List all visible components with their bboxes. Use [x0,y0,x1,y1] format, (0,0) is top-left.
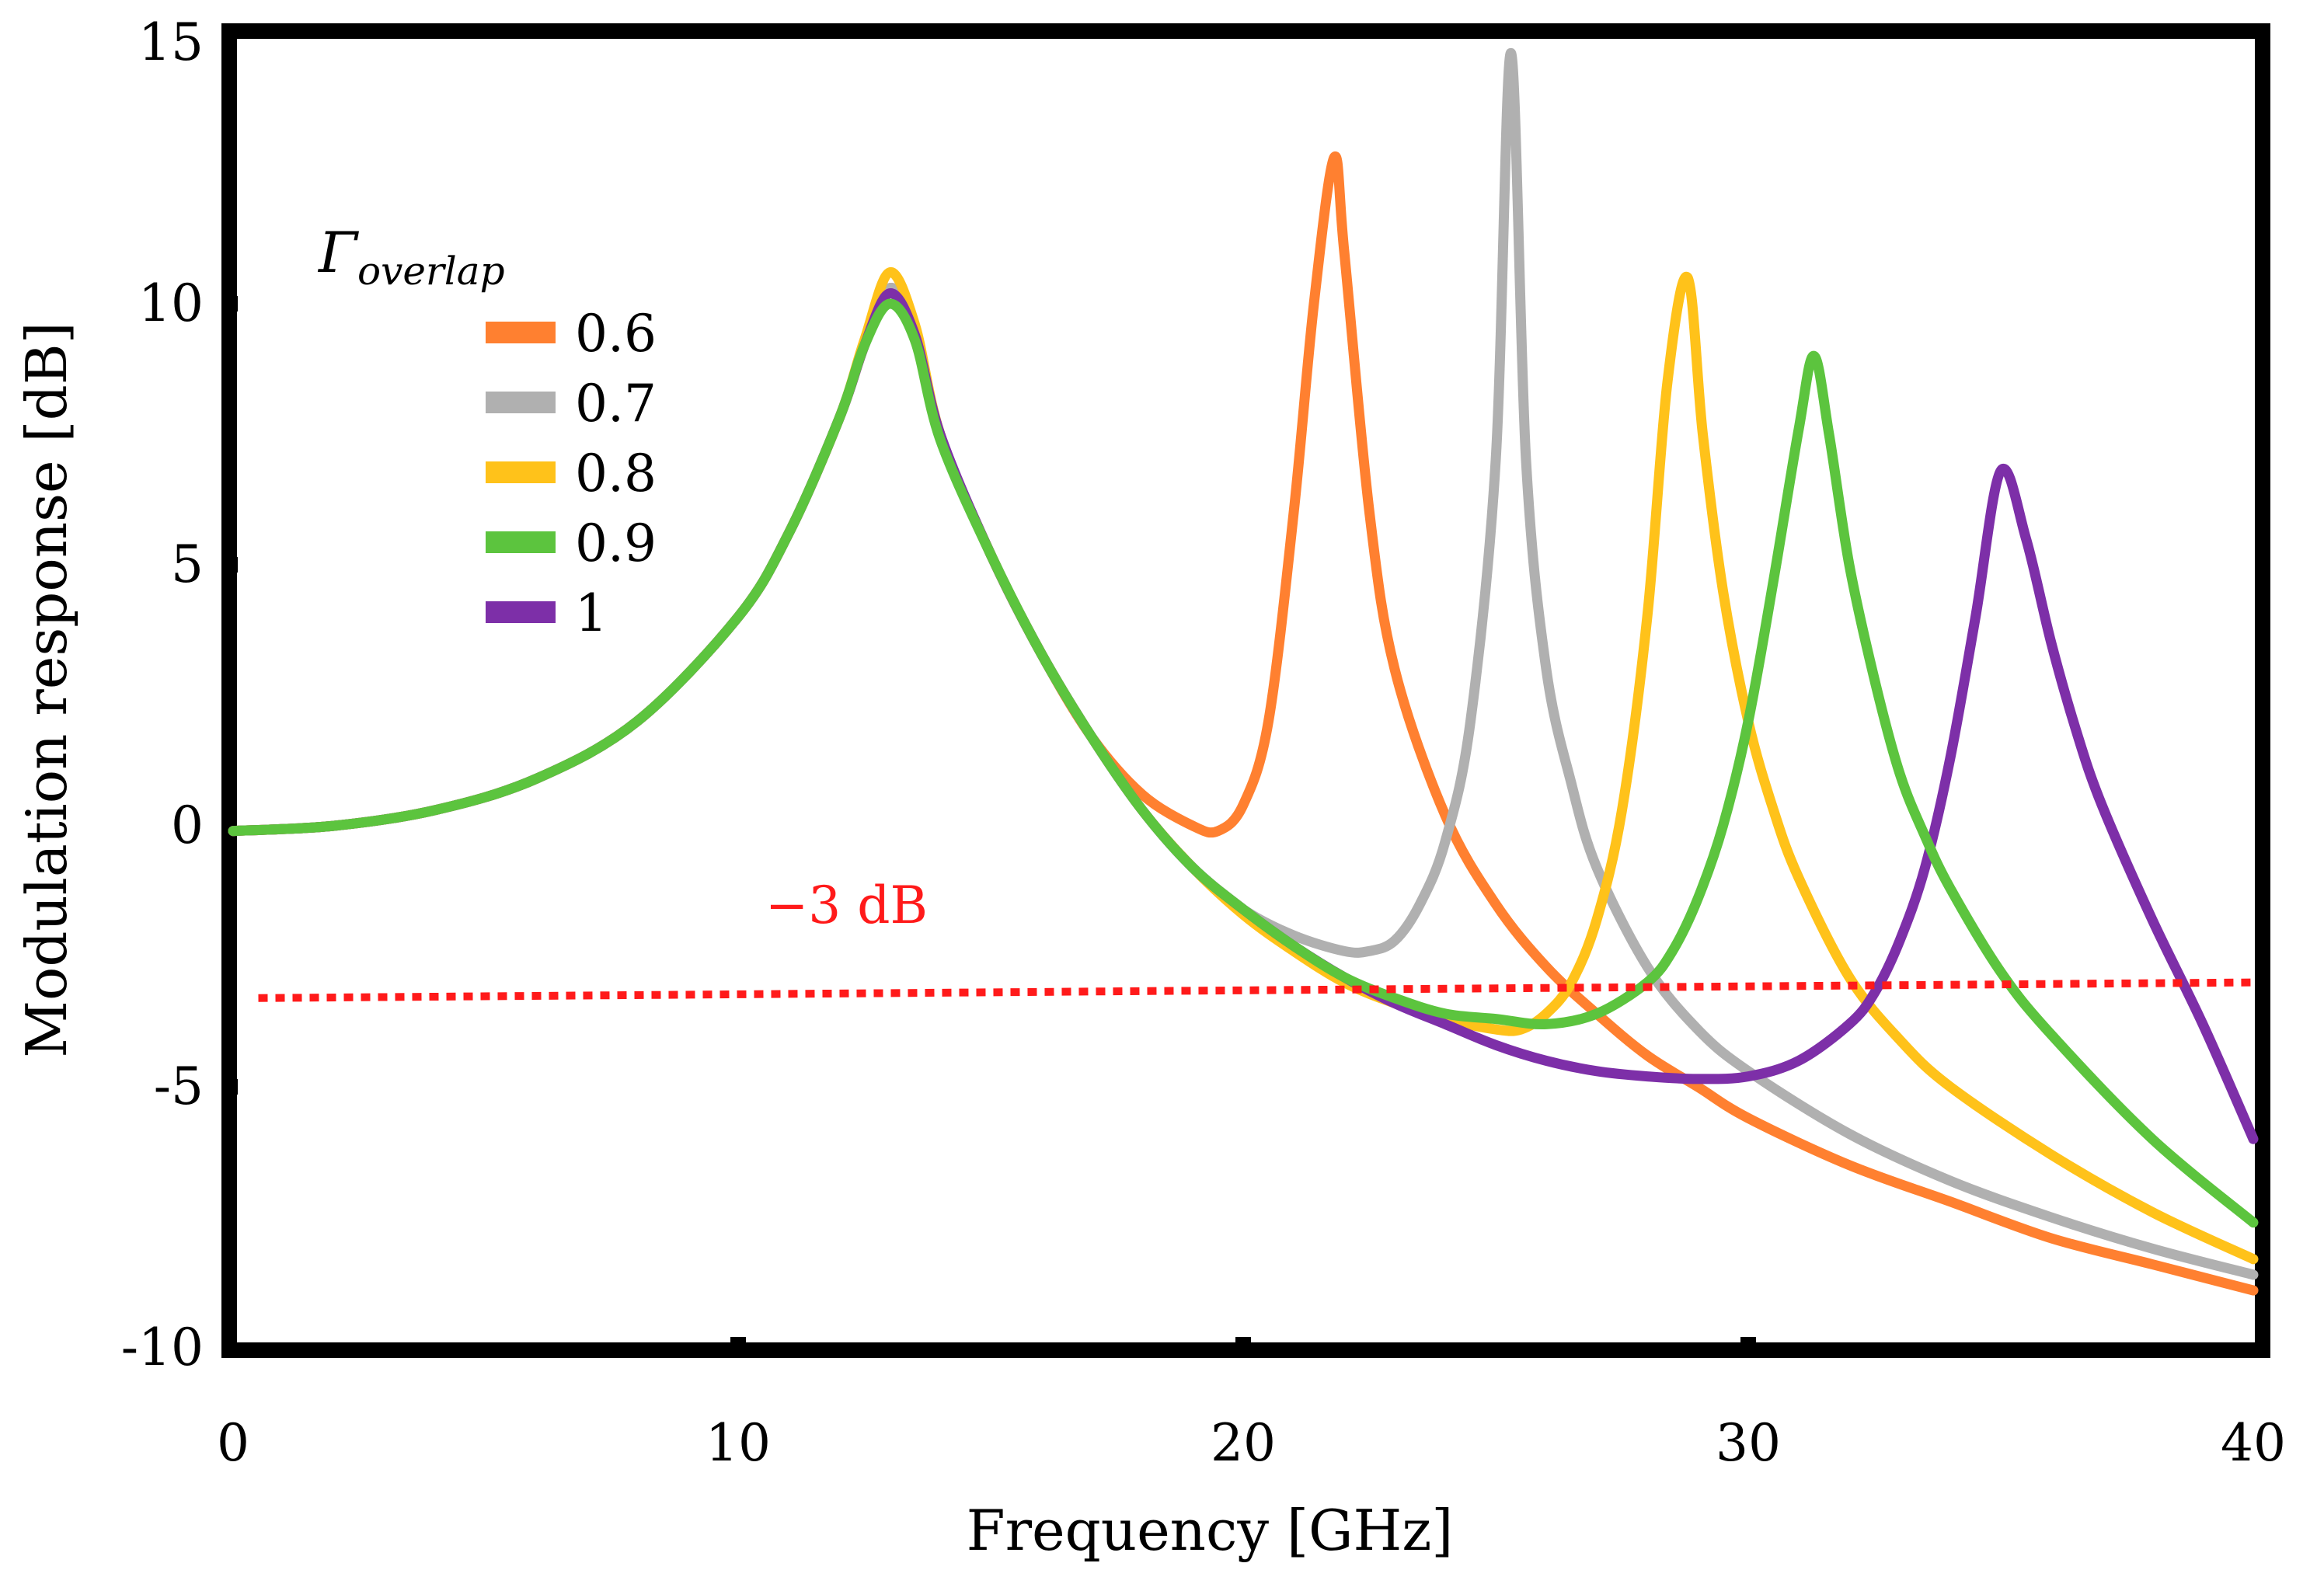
x-tick-label: 0 [217,1413,249,1473]
y-tick-label: -10 [121,1318,204,1377]
y-tick-mark [222,557,238,573]
y-axis-title: Modulation response [dB] [14,322,79,1057]
y-tick-label: 10 [138,273,204,333]
legend-label-1: 1 [575,583,608,643]
x-axis-ticks: 0 10 20 30 40 [217,1337,2286,1473]
legend-title-main: Γ [317,220,360,285]
x-tick-label: 30 [1716,1413,1781,1473]
legend-title-subscript: overlap [357,249,505,294]
minus-3db-label: −3 dB [765,876,928,935]
x-tick-mark [1235,1337,1251,1352]
series-layer [228,47,2259,1296]
y-axis-ticks: -10 -5 0 5 10 15 [121,12,238,1377]
legend-swatch-0-9 [486,531,556,553]
x-tick-mark [730,1337,746,1352]
y-tick-mark [222,1079,238,1095]
x-axis-title: Frequency [GHz] [967,1498,1454,1563]
series-line-0-9 [228,298,2259,1228]
x-tick-mark [1740,1337,1756,1352]
legend-title: Γoverlap [317,220,505,294]
legend-swatch-0-8 [486,461,556,483]
legend-swatch-0-7 [486,392,556,413]
series-line-1 [228,288,2259,1144]
legend-label-0-9: 0.9 [575,513,657,573]
x-tick-label: 20 [1211,1413,1276,1473]
minus-3db-reference-line [258,978,2254,1002]
y-tick-label: 0 [171,795,204,855]
legend-label-0-7: 0.7 [575,374,657,433]
y-tick-label: 5 [171,534,204,594]
x-tick-label: 40 [2221,1413,2286,1473]
legend-items: 0.6 0.7 0.8 0.9 1 [486,304,657,643]
y-tick-mark [222,296,238,312]
legend-swatch-0-6 [486,322,556,343]
legend: Γoverlap 0.6 0.7 0.8 0.9 1 [317,220,657,643]
legend-label-0-6: 0.6 [575,304,657,364]
y-tick-label: 15 [138,12,204,72]
y-tick-label: -5 [154,1057,204,1116]
legend-swatch-1 [486,601,556,623]
x-tick-label: 10 [706,1413,771,1473]
legend-label-0-8: 0.8 [575,444,657,503]
